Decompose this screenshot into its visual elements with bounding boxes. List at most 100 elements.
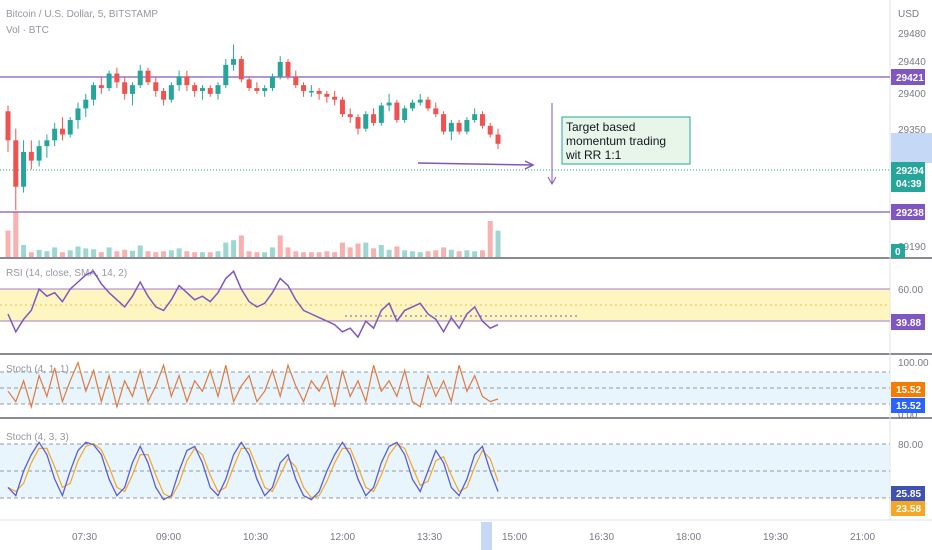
volume-bar (355, 243, 361, 257)
candle[interactable] (371, 114, 377, 123)
candle[interactable] (137, 70, 143, 86)
candle[interactable] (184, 76, 190, 86)
rsi-upper-tick: 60.00 (898, 285, 923, 296)
candle[interactable] (378, 105, 384, 123)
volume-bar (308, 252, 314, 257)
candle[interactable] (91, 85, 97, 100)
candle[interactable] (44, 140, 50, 147)
candle[interactable] (129, 85, 135, 94)
candle[interactable] (5, 111, 11, 141)
candle[interactable] (199, 88, 205, 91)
candle[interactable] (409, 102, 415, 109)
candle[interactable] (448, 122, 454, 132)
candle[interactable] (36, 146, 42, 161)
candle[interactable] (106, 73, 112, 89)
candle[interactable] (332, 96, 338, 100)
volume-bar (114, 251, 120, 257)
candle[interactable] (75, 108, 81, 120)
stoch2-k-label: 25.85 (896, 489, 921, 500)
candle[interactable] (347, 114, 353, 118)
candle[interactable] (215, 85, 221, 94)
volume-bars (5, 211, 501, 257)
volume-bar (145, 251, 151, 257)
candle[interactable] (231, 59, 237, 65)
time-tick: 12:00 (330, 532, 355, 543)
time-tick: 16:30 (589, 532, 614, 543)
volume-bar (91, 249, 97, 257)
stoch2-k-line[interactable] (7, 441, 499, 501)
candle[interactable] (394, 102, 400, 120)
volume-bar (36, 249, 42, 257)
candle[interactable] (13, 140, 19, 187)
candle[interactable] (316, 90, 322, 94)
candle[interactable] (238, 59, 244, 80)
candle[interactable] (122, 82, 128, 94)
candle[interactable] (246, 79, 252, 89)
price-range-highlight (891, 133, 932, 163)
stoch1-mid-tick: 0.00 (898, 410, 918, 421)
volume-bar (238, 235, 244, 257)
candle[interactable] (402, 108, 408, 120)
candle[interactable] (223, 64, 229, 86)
stoch1-line[interactable] (7, 360, 499, 410)
candle[interactable] (254, 88, 260, 91)
candle[interactable] (277, 61, 283, 77)
candle[interactable] (308, 90, 314, 93)
candle[interactable] (207, 88, 213, 94)
level-bottom-label: 29238 (896, 208, 924, 219)
candle[interactable] (83, 99, 89, 109)
volume-bar (262, 252, 268, 257)
candle[interactable] (98, 85, 104, 89)
candle[interactable] (67, 120, 73, 135)
candle[interactable] (339, 99, 345, 115)
candle[interactable] (472, 114, 478, 120)
candle[interactable] (363, 114, 369, 129)
volume-bar (184, 251, 190, 257)
stoch2-d-line[interactable] (7, 442, 499, 499)
target-line[interactable] (417, 162, 533, 166)
candle[interactable] (59, 128, 65, 135)
candle[interactable] (293, 76, 299, 86)
note-box[interactable] (561, 116, 691, 165)
time-tick: 15:00 (502, 532, 527, 543)
candle[interactable] (161, 90, 167, 100)
volume-bar (425, 251, 431, 257)
candle[interactable] (176, 76, 182, 86)
candle[interactable] (495, 134, 501, 144)
level-badge-bottom (891, 204, 925, 220)
candle[interactable] (285, 61, 291, 77)
candle[interactable] (301, 85, 307, 91)
candle[interactable] (417, 99, 423, 103)
candle[interactable] (441, 114, 447, 132)
candle[interactable] (355, 117, 361, 129)
price-tick: 29480 (898, 29, 926, 40)
candle[interactable] (168, 85, 174, 100)
volume-bar (479, 250, 485, 257)
candle[interactable] (52, 128, 58, 141)
candle[interactable] (464, 120, 470, 132)
rsi-value-label: 39.88 (896, 318, 921, 329)
candle[interactable] (425, 99, 431, 109)
volume-bar (448, 249, 454, 257)
candle[interactable] (324, 93, 330, 97)
rsi-value-badge (891, 314, 925, 330)
candlestick-series[interactable] (5, 44, 501, 210)
volume-bar (137, 245, 143, 257)
candle[interactable] (269, 76, 275, 89)
candle[interactable] (28, 151, 34, 161)
candle[interactable] (433, 108, 439, 115)
time-axis[interactable]: 07:30 09:00 10:30 12:00 13:30 15:00 16:3… (72, 532, 875, 543)
candle[interactable] (21, 151, 27, 187)
candle[interactable] (145, 70, 151, 83)
rsi-line[interactable] (7, 270, 499, 339)
candle[interactable] (487, 125, 493, 135)
candle[interactable] (386, 102, 392, 106)
candle[interactable] (153, 82, 159, 91)
candle[interactable] (192, 85, 198, 91)
candle[interactable] (479, 114, 485, 126)
current-price-badge (891, 162, 925, 192)
candle[interactable] (262, 88, 268, 91)
candle[interactable] (114, 73, 120, 83)
candle[interactable] (456, 122, 462, 132)
